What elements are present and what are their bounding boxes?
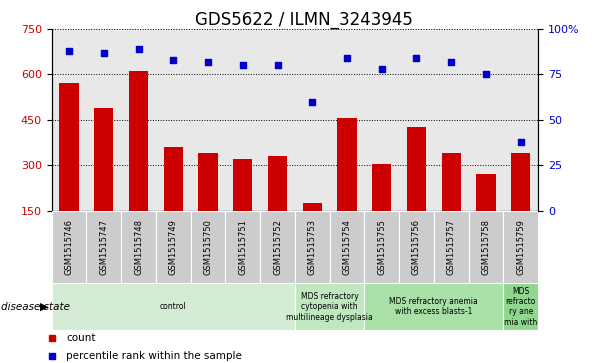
- FancyBboxPatch shape: [434, 211, 469, 283]
- FancyBboxPatch shape: [260, 211, 295, 283]
- Text: disease state: disease state: [1, 302, 69, 312]
- Bar: [268, 156, 287, 256]
- Bar: [295, 29, 330, 211]
- FancyBboxPatch shape: [503, 283, 538, 330]
- Text: MDS
refracto
ry ane
mia with: MDS refracto ry ane mia with: [504, 287, 537, 327]
- Text: control: control: [160, 302, 187, 311]
- Bar: [511, 153, 530, 256]
- Point: [238, 62, 247, 68]
- Text: ▶: ▶: [40, 302, 49, 312]
- Text: GSM1515758: GSM1515758: [482, 219, 491, 275]
- FancyBboxPatch shape: [86, 211, 121, 283]
- Bar: [477, 174, 496, 256]
- Bar: [441, 153, 461, 256]
- Point: [446, 59, 456, 65]
- FancyBboxPatch shape: [469, 211, 503, 283]
- Bar: [260, 29, 295, 211]
- Bar: [191, 29, 226, 211]
- Point: [342, 55, 352, 61]
- Bar: [399, 29, 434, 211]
- Text: MDS refractory anemia
with excess blasts-1: MDS refractory anemia with excess blasts…: [390, 297, 478, 317]
- Text: GSM1515752: GSM1515752: [273, 219, 282, 275]
- Bar: [364, 29, 399, 211]
- Point: [168, 57, 178, 63]
- Bar: [330, 29, 364, 211]
- Text: GSM1515747: GSM1515747: [99, 219, 108, 275]
- FancyBboxPatch shape: [52, 283, 295, 330]
- Bar: [121, 29, 156, 211]
- Text: GSM1515751: GSM1515751: [238, 219, 247, 275]
- Text: GSM1515754: GSM1515754: [342, 219, 351, 275]
- FancyBboxPatch shape: [330, 211, 364, 283]
- Point: [272, 62, 282, 68]
- FancyBboxPatch shape: [399, 211, 434, 283]
- Point: [481, 72, 491, 77]
- FancyBboxPatch shape: [226, 211, 260, 283]
- Text: GSM1515753: GSM1515753: [308, 219, 317, 275]
- Bar: [469, 29, 503, 211]
- Bar: [233, 159, 252, 256]
- Text: GSM1515756: GSM1515756: [412, 219, 421, 275]
- Text: GSM1515757: GSM1515757: [447, 219, 456, 275]
- Bar: [337, 118, 356, 256]
- Text: GSM1515746: GSM1515746: [64, 219, 74, 275]
- Text: GDS5622 / ILMN_3243945: GDS5622 / ILMN_3243945: [195, 11, 413, 29]
- Bar: [60, 83, 78, 256]
- Text: GSM1515750: GSM1515750: [204, 219, 213, 275]
- FancyBboxPatch shape: [364, 283, 503, 330]
- FancyBboxPatch shape: [121, 211, 156, 283]
- Bar: [52, 29, 86, 211]
- Bar: [303, 203, 322, 256]
- Point: [99, 50, 109, 56]
- FancyBboxPatch shape: [156, 211, 191, 283]
- Point: [203, 59, 213, 65]
- Bar: [86, 29, 121, 211]
- FancyBboxPatch shape: [295, 211, 330, 283]
- FancyBboxPatch shape: [364, 211, 399, 283]
- Text: GSM1515748: GSM1515748: [134, 219, 143, 275]
- Text: count: count: [66, 334, 96, 343]
- Bar: [129, 72, 148, 256]
- FancyBboxPatch shape: [295, 283, 364, 330]
- Point: [64, 48, 74, 54]
- Text: GSM1515759: GSM1515759: [516, 219, 525, 275]
- Bar: [503, 29, 538, 211]
- Bar: [156, 29, 191, 211]
- Text: GSM1515749: GSM1515749: [169, 219, 178, 275]
- Point: [516, 139, 525, 144]
- Text: GSM1515755: GSM1515755: [377, 219, 386, 275]
- Bar: [434, 29, 469, 211]
- Text: MDS refractory
cytopenia with
multilineage dysplasia: MDS refractory cytopenia with multilinea…: [286, 292, 373, 322]
- Bar: [226, 29, 260, 211]
- Point: [412, 55, 421, 61]
- Bar: [198, 153, 218, 256]
- Bar: [164, 147, 183, 256]
- FancyBboxPatch shape: [503, 211, 538, 283]
- Point: [377, 66, 387, 72]
- Text: percentile rank within the sample: percentile rank within the sample: [66, 351, 242, 362]
- Point: [134, 46, 143, 52]
- Point: [308, 99, 317, 105]
- Bar: [372, 164, 392, 256]
- Bar: [94, 108, 113, 256]
- FancyBboxPatch shape: [191, 211, 226, 283]
- Bar: [407, 127, 426, 256]
- FancyBboxPatch shape: [52, 211, 86, 283]
